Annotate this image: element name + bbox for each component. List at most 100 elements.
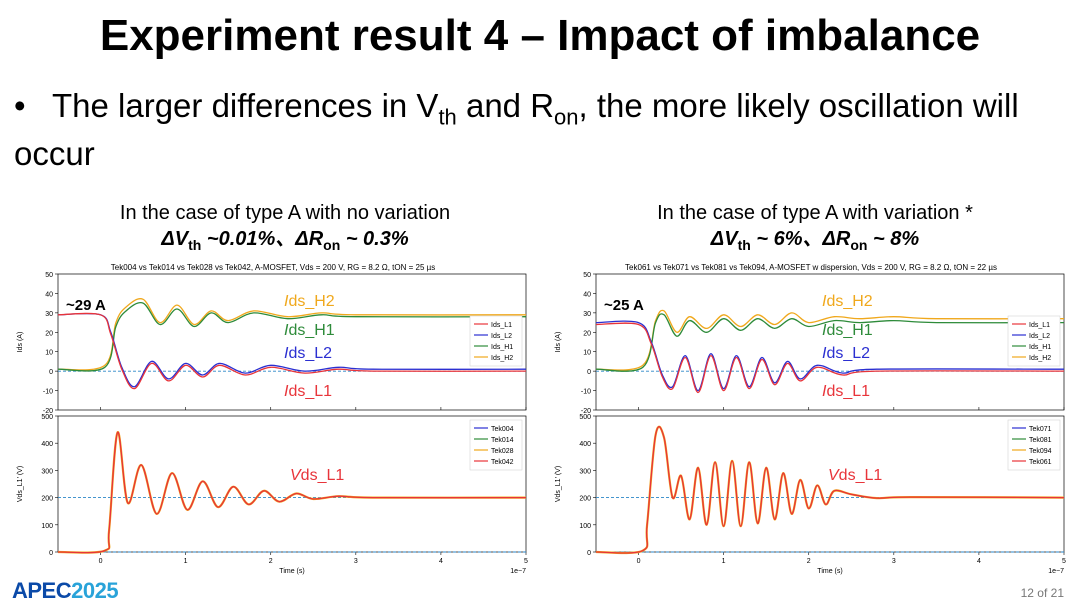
- top-y-tick-label: -20: [581, 408, 591, 415]
- series-line-h1: [57, 301, 527, 372]
- apec-logo: APEC2025: [12, 578, 119, 604]
- top-y-tick-label: 50: [45, 272, 53, 279]
- top-y-tick-label: -20: [43, 408, 53, 415]
- bottom-y-tick-label: 300: [41, 468, 53, 475]
- right-caption: In the case of type A with variation * Δ…: [560, 200, 1070, 252]
- bullet-dot: •: [14, 87, 26, 124]
- bottom-legend-item: Tek028: [491, 448, 514, 455]
- left-dv: ΔV: [161, 228, 189, 250]
- curve-label-h1: Ids_H1: [284, 322, 335, 339]
- bottom-y-axis-label: Vds_L1' (V): [17, 466, 24, 502]
- vds-curve-label: Vds_L1: [828, 467, 882, 484]
- top-legend-item: Ids_H1: [1029, 344, 1051, 351]
- left-caption: In the case of type A with no variation …: [40, 200, 530, 252]
- x-tick-label: 4: [977, 558, 981, 565]
- x-scale-note: 1e−7: [510, 568, 526, 575]
- bottom-legend-item: Tek042: [491, 459, 514, 466]
- slide-title: Experiment result 4 – Impact of imbalanc…: [99, 11, 981, 60]
- bottom-y-tick-label: 500: [579, 414, 591, 421]
- x-tick-label: 2: [269, 558, 273, 565]
- x-axis-label: Time (s): [817, 568, 842, 575]
- x-tick-label: 5: [1062, 558, 1066, 565]
- curve-label-l2: Ids_L2: [284, 345, 332, 362]
- right-caption-line1: In the case of type A with variation *: [657, 202, 973, 224]
- top-legend-item: Ids_H2: [1029, 355, 1051, 362]
- right-dr-val: ~ 8%: [867, 228, 920, 250]
- bottom-y-tick-label: 500: [41, 414, 53, 421]
- vds-line-backdrop: [57, 431, 527, 554]
- x-tick-label: 3: [892, 558, 896, 565]
- left-dr-sub: on: [323, 237, 341, 253]
- curve-label-l1: Ids_L1: [284, 383, 332, 400]
- x-tick-label: 2: [807, 558, 811, 565]
- right-dv-sub: th: [737, 237, 751, 253]
- top-y-tick-label: -10: [43, 389, 53, 396]
- top-y-tick-label: 30: [45, 311, 53, 318]
- top-y-axis-label: Ids (A): [555, 332, 562, 353]
- x-tick-label: 5: [524, 558, 528, 565]
- bullet-point: • The larger differences in Vth and Ron, …: [14, 82, 1064, 178]
- bottom-legend-item: Tek061: [1029, 459, 1052, 466]
- top-y-tick-label: 20: [45, 330, 53, 337]
- series-line-h2: [595, 309, 1065, 371]
- bottom-y-tick-label: 0: [587, 550, 591, 557]
- top-legend-item: Ids_H2: [491, 355, 513, 362]
- bottom-y-tick-label: 400: [41, 441, 53, 448]
- top-legend-item: Ids_L2: [1029, 333, 1050, 340]
- top-y-tick-label: 30: [583, 311, 591, 318]
- vds-line: [57, 431, 527, 554]
- top-y-tick-label: 10: [45, 350, 53, 357]
- bottom-legend-item: Tek014: [491, 437, 514, 444]
- bottom-plot-frame: [57, 415, 527, 553]
- top-current-annotation: ~25 A: [604, 297, 644, 314]
- left-caption-line2: ΔVth ~0.01%、ΔRon ~ 0.3%: [40, 226, 530, 252]
- series-line-h2: [57, 298, 527, 371]
- bullet-sub-on: on: [554, 104, 579, 130]
- top-y-tick-label: 10: [583, 350, 591, 357]
- left-dr-val: ~ 0.3%: [340, 228, 409, 250]
- curve-label-l1: Ids_L1: [822, 383, 870, 400]
- x-tick-label: 1: [722, 558, 726, 565]
- top-y-tick-label: 40: [583, 291, 591, 298]
- top-legend-item: Ids_H1: [491, 344, 513, 351]
- bullet-text-part1: The larger differences in V: [52, 87, 439, 124]
- left-caption-line1: In the case of type A with no variation: [119, 202, 451, 224]
- curve-label-h1: Ids_H1: [822, 322, 873, 339]
- bottom-y-tick-label: 100: [41, 523, 53, 530]
- vds-line: [595, 426, 1065, 554]
- bottom-y-tick-label: 100: [579, 523, 591, 530]
- top-y-tick-label: 50: [583, 272, 591, 279]
- curve-label-h2: Ids_H2: [822, 293, 873, 310]
- bottom-y-tick-label: 200: [579, 496, 591, 503]
- right-dv: ΔV: [710, 228, 738, 250]
- logo-text-apec: APEC: [12, 578, 72, 603]
- x-scale-note: 1e−7: [1048, 568, 1064, 575]
- series-line-l1: [595, 322, 1065, 394]
- x-tick-label: 3: [354, 558, 358, 565]
- bullet-text-part2: and R: [456, 87, 555, 124]
- right-chart: Tek061 vs Tek071 vs Tek081 vs Tek094, A-…: [555, 263, 1066, 575]
- series-line-h1: [595, 313, 1065, 372]
- bottom-legend-item: Tek004: [491, 426, 514, 433]
- chart-title: Tek061 vs Tek071 vs Tek081 vs Tek094, A-…: [625, 263, 997, 272]
- left-dr: ΔR: [295, 228, 324, 250]
- curve-label-h2: Ids_H2: [284, 293, 335, 310]
- vds-curve-label: Vds_L1: [290, 467, 344, 484]
- top-y-tick-label: -10: [581, 389, 591, 396]
- top-y-tick-label: 0: [587, 369, 591, 376]
- x-tick-label: 4: [439, 558, 443, 565]
- top-legend-item: Ids_L1: [1029, 322, 1050, 329]
- bottom-y-tick-label: 400: [579, 441, 591, 448]
- bottom-legend-item: Tek094: [1029, 448, 1052, 455]
- bullet-text-part3: , the more likely oscillation will occur: [14, 87, 1019, 172]
- series-line-l2: [595, 320, 1065, 392]
- bottom-y-tick-label: 200: [41, 496, 53, 503]
- vds-line-backdrop: [595, 425, 1065, 555]
- top-legend-item: Ids_L2: [491, 333, 512, 340]
- top-plot-frame: [595, 273, 1065, 411]
- bullet-sub-th: th: [438, 104, 457, 130]
- page-number: 12 of 21: [1020, 586, 1064, 600]
- curve-label-l2: Ids_L2: [822, 345, 870, 362]
- top-y-tick-label: 0: [49, 369, 53, 376]
- left-chart: Tek004 vs Tek014 vs Tek028 vs Tek042, A-…: [17, 263, 528, 575]
